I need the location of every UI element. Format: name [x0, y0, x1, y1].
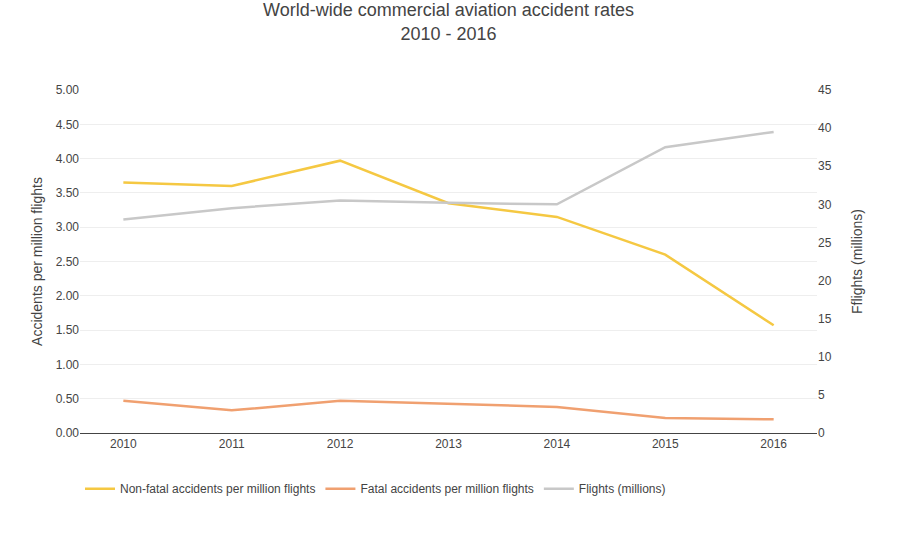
svg-text:Fatal accidents per million fl: Fatal accidents per million flights: [360, 482, 533, 496]
svg-text:25: 25: [818, 236, 832, 250]
svg-text:2.50: 2.50: [56, 255, 80, 269]
svg-text:2015: 2015: [652, 437, 679, 451]
svg-text:Non-fatal accidents per millio: Non-fatal accidents per million flights: [120, 482, 315, 496]
svg-text:World-wide commercial aviation: World-wide commercial aviation accident …: [263, 0, 634, 43]
svg-text:Fflights (millions): Fflights (millions): [849, 209, 865, 314]
svg-text:45: 45: [818, 83, 832, 97]
svg-text:2013: 2013: [435, 437, 462, 451]
svg-text:5: 5: [818, 388, 825, 402]
svg-text:3.00: 3.00: [56, 220, 80, 234]
svg-text:2011: 2011: [219, 437, 245, 451]
svg-text:2012: 2012: [327, 437, 354, 451]
svg-text:4.00: 4.00: [56, 152, 80, 166]
svg-text:5.00: 5.00: [56, 83, 80, 97]
svg-text:15: 15: [818, 312, 832, 326]
svg-text:3.50: 3.50: [56, 186, 80, 200]
svg-text:10: 10: [818, 350, 832, 364]
svg-text:Accidents per million flights: Accidents per million flights: [29, 177, 45, 346]
svg-text:2014: 2014: [544, 437, 571, 451]
svg-text:30: 30: [818, 198, 832, 212]
svg-text:2016: 2016: [760, 437, 787, 451]
svg-text:20: 20: [818, 274, 832, 288]
svg-text:0.00: 0.00: [56, 426, 80, 440]
svg-text:4.50: 4.50: [56, 118, 80, 132]
svg-text:Flights (millions): Flights (millions): [579, 482, 666, 496]
svg-text:0.50: 0.50: [56, 392, 80, 406]
svg-text:35: 35: [818, 159, 832, 173]
svg-text:1.00: 1.00: [56, 358, 80, 372]
svg-text:0: 0: [818, 426, 825, 440]
svg-text:2010: 2010: [110, 437, 137, 451]
svg-text:40: 40: [818, 121, 832, 135]
svg-text:1.50: 1.50: [56, 323, 80, 337]
svg-text:2.00: 2.00: [56, 289, 80, 303]
